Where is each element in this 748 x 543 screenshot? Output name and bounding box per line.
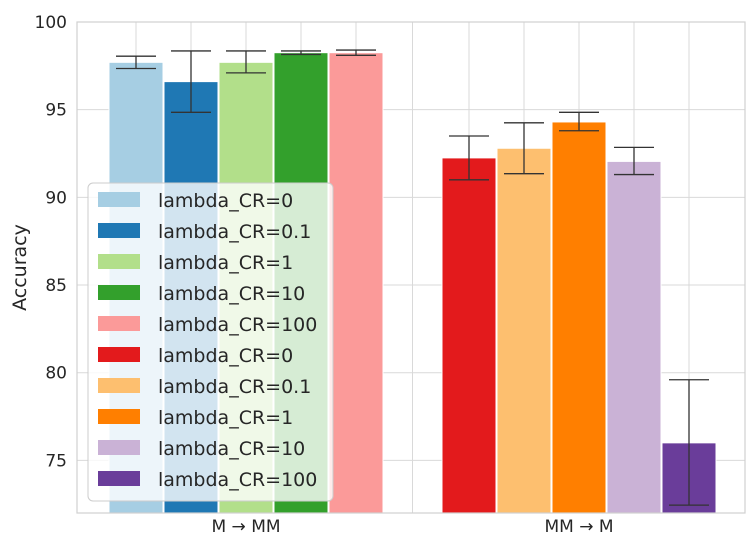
legend-swatch <box>98 254 140 269</box>
legend-swatch <box>98 440 140 455</box>
legend-label: lambda_CR=10 <box>158 438 305 460</box>
legend-label: lambda_CR=0.1 <box>158 376 311 398</box>
y-tick-label: 100 <box>35 13 67 33</box>
legend-label: lambda_CR=100 <box>158 314 317 336</box>
y-axis-title: Accuracy <box>9 224 31 311</box>
legend-label: lambda_CR=0 <box>158 190 293 212</box>
legend-swatch <box>98 223 140 238</box>
legend-swatch <box>98 285 140 300</box>
legend-swatch <box>98 192 140 207</box>
x-tick-label: MM → M <box>544 517 613 537</box>
x-axis: M → MM MM → M <box>211 517 613 537</box>
legend-label: lambda_CR=10 <box>158 283 305 305</box>
legend-box <box>87 182 334 502</box>
y-tick-label: 85 <box>45 276 67 296</box>
legend-swatch <box>98 409 140 424</box>
axes-frame <box>76 21 746 514</box>
legend-swatch <box>98 378 140 393</box>
error-bars <box>116 49 709 506</box>
bar-m-to-mm-lambda-cr-100 <box>328 52 384 514</box>
y-tick-label: 75 <box>45 451 67 471</box>
y-tick-label: 95 <box>45 101 67 121</box>
legend-swatch <box>98 471 140 486</box>
bar-mm-to-m-lambda-cr-10 <box>606 160 662 514</box>
legend-swatch <box>98 347 140 362</box>
bar-mm-to-m-lambda-cr-0 <box>441 157 497 514</box>
legend-label: lambda_CR=0 <box>158 345 293 367</box>
y-tick-label: 90 <box>45 188 67 208</box>
legend: lambda_CR=0lambda_CR=0.1lambda_CR=1lambd… <box>87 182 334 502</box>
x-tick-label: M → MM <box>211 517 280 537</box>
legend-label: lambda_CR=100 <box>158 469 317 491</box>
y-tick-label: 80 <box>45 364 67 384</box>
legend-swatch <box>98 316 140 331</box>
bar-mm-to-m-lambda-cr-1 <box>551 121 607 514</box>
bar-mm-to-m-lambda-cr-0-1 <box>496 147 552 514</box>
y-axis: 75 80 85 90 95 100 <box>35 13 67 471</box>
legend-label: lambda_CR=1 <box>158 252 293 274</box>
legend-label: lambda_CR=1 <box>158 407 293 429</box>
legend-label: lambda_CR=0.1 <box>158 221 311 243</box>
